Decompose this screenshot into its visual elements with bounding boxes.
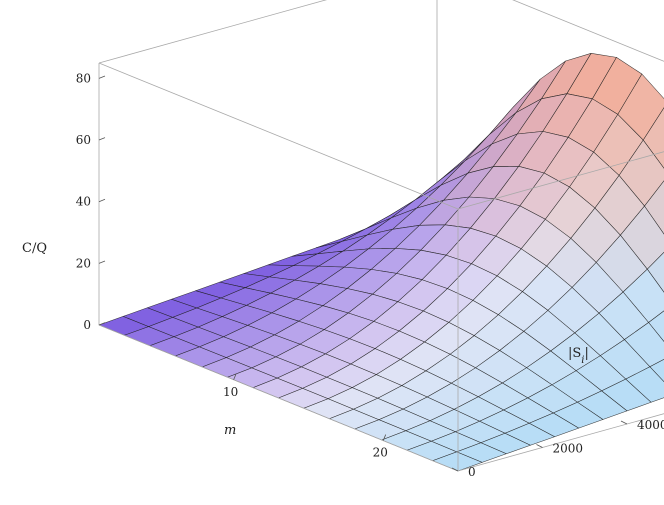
z-axis-title: C/Q xyxy=(22,241,47,256)
z-tick-label: 20 xyxy=(76,256,91,270)
x-tick-label: 20 xyxy=(373,446,388,460)
z-tick-label: 0 xyxy=(83,318,91,332)
box-edge-floor-front xyxy=(98,324,459,472)
box-edge-top-back xyxy=(512,0,664,62)
z-tick-mark xyxy=(98,198,106,203)
box-edge-top-left xyxy=(98,0,328,64)
bounding-box-front xyxy=(98,62,664,472)
z-tick-label: 60 xyxy=(76,133,91,147)
y-tick-label: 0 xyxy=(468,465,476,479)
surface-cell xyxy=(647,251,664,293)
y-axis-title: |Si| xyxy=(568,346,589,366)
z-tick-mark xyxy=(98,322,106,326)
z-tick-label: 40 xyxy=(76,195,91,209)
y-tick-mark xyxy=(620,420,628,425)
z-tick-mark xyxy=(98,75,106,79)
x-tick-mark xyxy=(233,373,237,380)
x-tick-mark xyxy=(382,434,387,441)
y-tick-mark xyxy=(536,444,543,448)
y-tick-label: 4000 xyxy=(637,418,664,432)
x-tick-label: 10 xyxy=(223,385,238,399)
axes: 020406080102002000400060008000 xyxy=(76,71,664,479)
z-tick-mark xyxy=(98,137,106,141)
y-tick-label: 2000 xyxy=(553,442,584,456)
box-edge-top-front xyxy=(98,62,459,210)
surface xyxy=(98,53,664,472)
surface-cell xyxy=(648,310,664,343)
surface-cell xyxy=(649,358,664,383)
z-tick-mark xyxy=(98,260,106,264)
y-tick-mark xyxy=(451,467,459,472)
box-edge-top-right xyxy=(457,151,664,210)
z-tick-label: 80 xyxy=(76,71,91,85)
x-axis-title: m xyxy=(224,423,236,438)
